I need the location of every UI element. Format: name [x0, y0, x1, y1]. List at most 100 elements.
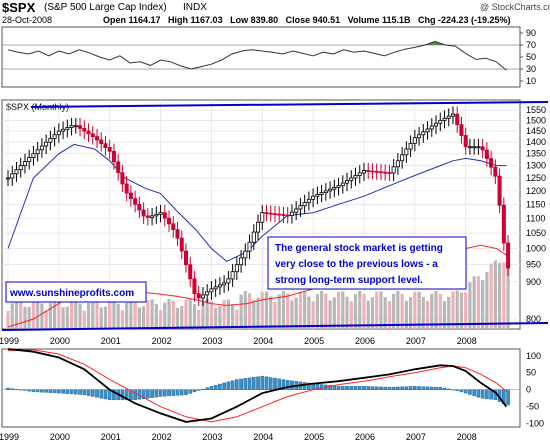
candle-body: [353, 175, 358, 179]
volume-bar: [353, 293, 358, 329]
macd-x-tick-label: 2001: [101, 432, 121, 442]
volume-bar: [235, 309, 239, 329]
volume-bar: [99, 307, 103, 329]
volume-bar: [383, 296, 387, 329]
volume-bar: [472, 276, 476, 329]
volume-bar: [112, 299, 116, 329]
candle-body: [154, 213, 159, 217]
candle-body: [383, 171, 388, 174]
macd-histogram-bar: [129, 389, 133, 401]
macd-histogram-bar: [141, 389, 146, 399]
candle-body: [213, 286, 218, 290]
price-tick-label: 1050: [526, 228, 546, 238]
candle-body: [463, 135, 468, 148]
price-tick-label: 950: [526, 260, 541, 270]
macd-histogram-bar: [226, 381, 231, 390]
rsi-tick-label: 30: [526, 64, 536, 74]
volume-bar: [158, 310, 163, 329]
volume-bar: [222, 300, 226, 329]
macd-histogram-bar: [273, 377, 277, 390]
candle-body: [128, 192, 133, 200]
rsi-tick-label: 10: [526, 76, 536, 86]
candle-body: [421, 131, 426, 136]
candle-body: [35, 149, 40, 155]
candle-body: [251, 231, 256, 243]
price-x-tick-label: 2001: [101, 336, 121, 346]
macd-histogram-bar: [396, 386, 400, 390]
volume-bar: [434, 291, 438, 329]
volume-bar: [180, 306, 184, 329]
volume-bar: [370, 297, 375, 329]
macd-histogram-bar: [247, 377, 252, 390]
macd-histogram-bar: [150, 389, 154, 398]
volume-bar: [154, 303, 158, 329]
volume-bar: [65, 306, 69, 329]
candle-body: [90, 133, 95, 137]
candle-body: [205, 291, 210, 296]
candle-body: [395, 160, 400, 168]
candle-body: [179, 237, 184, 252]
candle-body: [222, 282, 227, 286]
price-tick-label: 1100: [526, 213, 545, 223]
macd-histogram-bar: [205, 387, 209, 390]
volume-bar: [78, 303, 82, 329]
volume-bar: [459, 292, 464, 329]
url-box: [5, 281, 147, 303]
macd-histogram-bar: [260, 375, 265, 390]
macd-histogram-bar: [82, 389, 87, 395]
volume-bar: [184, 300, 188, 329]
candle-body: [183, 250, 188, 266]
volume-bar: [277, 294, 281, 329]
volume-bar: [247, 293, 252, 329]
candle-body: [425, 128, 430, 133]
volume-bar: [311, 301, 315, 329]
lower-support-line: [1, 321, 549, 331]
price-x-tick-label: 2007: [406, 336, 426, 346]
candle-body: [247, 241, 252, 252]
candle-body: [78, 125, 83, 129]
macd-histogram-bar: [417, 386, 421, 390]
macd-histogram-bar: [163, 389, 167, 397]
volume-bar: [290, 300, 294, 329]
macd-histogram-bar: [52, 389, 57, 394]
candle-body: [141, 209, 146, 217]
date-label: 28-Oct-2008: [2, 15, 53, 25]
volume-bar: [320, 291, 324, 329]
macd-histogram-bar: [44, 389, 48, 393]
price-tick-label: 900: [526, 277, 541, 287]
volume-bar: [298, 291, 303, 329]
macd-histogram-bar: [99, 389, 104, 399]
candle-body: [86, 130, 91, 135]
macd-histogram-bar: [455, 389, 460, 392]
candle-body: [467, 146, 472, 149]
volume-bar: [239, 294, 243, 329]
candle-body: [501, 204, 506, 244]
candle-body: [294, 208, 299, 213]
candle-body: [209, 288, 214, 293]
volume-bar: [150, 299, 154, 329]
volume-bar: [171, 301, 175, 329]
volume-bar: [120, 310, 125, 329]
volume-bar: [489, 263, 493, 329]
volume-bar: [146, 300, 150, 329]
macd-histogram-bar: [328, 385, 332, 390]
rsi-tick-label: 50: [526, 52, 536, 62]
price-tick-label: 1150: [526, 199, 545, 209]
rsi-tick-label: 70: [526, 40, 536, 50]
url-box-label: www.sunshineprofits.com: [9, 288, 134, 299]
candle-body: [264, 212, 269, 215]
volume-bar: [400, 293, 404, 329]
macd-histogram-bar: [379, 386, 383, 390]
candle-body: [476, 146, 481, 149]
volume-bar: [197, 309, 201, 329]
volume-bar: [341, 291, 345, 329]
candle-body: [378, 171, 383, 174]
macd-histogram-bar: [6, 387, 10, 390]
macd-tick-label: 100: [526, 351, 541, 361]
macd-histogram-bar: [243, 378, 248, 390]
volume-bar: [455, 290, 459, 329]
volume-bar: [31, 300, 36, 329]
volume-bar: [497, 262, 502, 329]
macd-histogram-bar: [230, 380, 235, 390]
candle-body: [412, 137, 417, 144]
